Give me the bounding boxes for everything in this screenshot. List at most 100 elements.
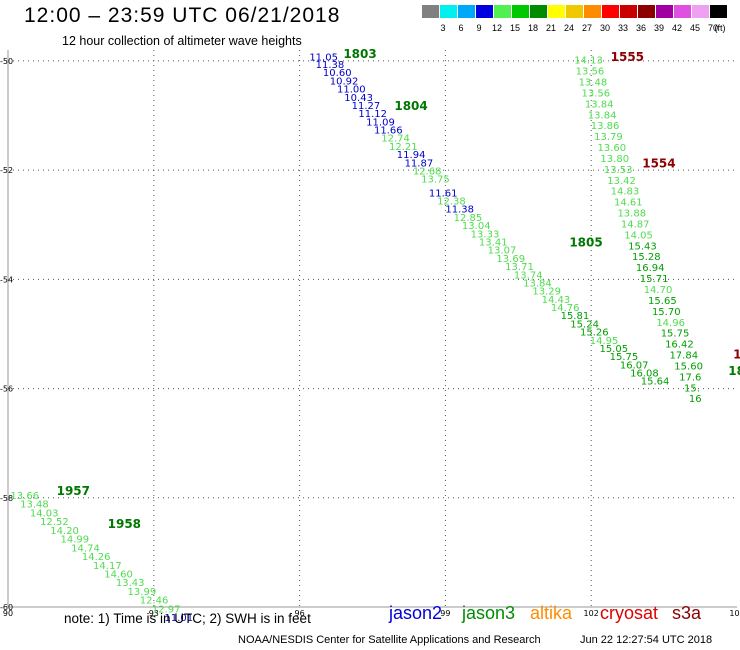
footer-credit: NOAA/NESDIS Center for Satellite Applica…	[238, 634, 541, 646]
wave-height-value: 11.61	[429, 188, 458, 199]
wave-height-value: 12.74	[381, 134, 410, 145]
wave-height-value: 11.00	[337, 85, 366, 96]
wave-height-value: 15.75	[610, 352, 639, 363]
wave-height-value: 15.81	[561, 311, 590, 322]
satellite-legend-cryosat: cryosat	[600, 603, 659, 623]
colorbar-swatch	[548, 5, 565, 18]
colorbar-label: 12	[491, 23, 502, 33]
satellite-legend-jason3: jason3	[462, 603, 516, 623]
pass-time-label: 1958	[108, 517, 141, 531]
wave-height-value: 11.05	[309, 52, 338, 63]
colorbar-label: 3	[440, 23, 446, 33]
wave-height-value: 10.60	[323, 68, 352, 79]
y-tick-label: -50	[0, 57, 13, 66]
wave-height-value: 13.84	[588, 110, 617, 121]
wave-height-value: 16	[689, 394, 702, 405]
wave-height-value: 14.17	[93, 561, 122, 572]
colorbar-swatch	[440, 5, 457, 18]
wave-height-value: 14.60	[104, 570, 133, 581]
wave-height-value: 13.07	[488, 246, 517, 257]
wave-height-value: 15.75	[661, 329, 690, 340]
wave-height-value: 13.48	[20, 500, 49, 511]
pass-time-label: 1	[733, 348, 740, 362]
wave-height-value: 13.80	[600, 154, 629, 165]
wave-height-value: 11.87	[405, 158, 434, 169]
wave-height-value: 13.48	[579, 77, 608, 88]
wave-height-value: 12.85	[454, 213, 483, 224]
colorbar-swatch	[584, 5, 601, 18]
map-frame	[7, 50, 737, 608]
colorbar-swatch	[476, 5, 493, 18]
colorbar-label: 18	[527, 23, 538, 33]
wave-height-value: 11.01	[164, 613, 193, 624]
colorbar-swatch	[620, 5, 637, 18]
wave-height-value: 13.41	[479, 237, 508, 248]
pass-time-label: 1554	[642, 156, 675, 170]
wave-height-value: 16.42	[665, 340, 694, 351]
wave-height-value: 13.84	[585, 99, 614, 110]
wave-height-value: 14.87	[621, 219, 650, 230]
pass-time-label: 1957	[57, 484, 90, 498]
wave-height-value: 16.08	[630, 369, 659, 380]
wave-height-value: 16.94	[636, 263, 665, 274]
wave-height-value: 12.52	[40, 517, 69, 528]
wave-height-value: 13.42	[607, 176, 636, 187]
wave-height-value: 13.56	[576, 67, 605, 78]
x-tick-label: 96	[295, 609, 305, 618]
colorbar-swatch	[692, 5, 709, 18]
pass-time-label: 1804	[394, 99, 427, 113]
wave-height-value: 17.6	[679, 372, 701, 383]
x-tick-label: 102	[584, 609, 599, 618]
y-tick-label: -52	[0, 166, 13, 175]
x-tick-label: 93	[149, 609, 159, 618]
y-tick-label: -60	[0, 603, 13, 612]
colorbar-label: 30	[599, 23, 610, 33]
wave-height-value: 16.07	[620, 360, 649, 371]
x-tick-label: 105	[729, 609, 740, 618]
wave-height-value: 15.26	[580, 328, 609, 339]
wave-height-value: 12.21	[389, 142, 418, 153]
footer-timestamp: Jun 22 12:27:54 UTC 2018	[580, 634, 713, 646]
satellite-legend-s3a: s3a	[672, 603, 702, 623]
wave-height-value: 13.99	[128, 587, 157, 598]
colorbar-label: 45	[689, 23, 700, 33]
wave-height-value: 13.69	[496, 254, 525, 265]
wave-height-value: 13.60	[598, 143, 627, 154]
wave-height-value: 14.03	[30, 508, 59, 519]
wave-height-value: 13.84	[523, 278, 552, 289]
wave-height-value: 12.38	[437, 197, 466, 208]
wave-height-value: 15.60	[674, 361, 703, 372]
colorbar-swatch	[494, 5, 511, 18]
wave-height-value: 13.43	[116, 578, 145, 589]
wave-height-value: 14.99	[60, 535, 89, 546]
wave-height-value: 14.83	[611, 187, 640, 198]
altimeter-track: 13.6613.4814.0312.5214.2014.9914.7414.26…	[10, 484, 193, 624]
altimeter-track: 14.1313.5613.4813.5613.8413.8413.8613.79…	[574, 50, 703, 405]
colorbar-swatch	[710, 5, 727, 18]
wave-height-value: 15.05	[599, 344, 628, 355]
wave-height-value: 14.76	[551, 303, 580, 314]
wave-height-value: 14.70	[644, 285, 673, 296]
satellite-legend-altika: altika	[530, 603, 573, 623]
wave-height-value: 14.95	[590, 336, 619, 347]
altimeter-tracks: 11.0511.3810.6010.9211.0010.4311.2711.12…	[10, 47, 740, 624]
colorbar-label: 39	[653, 23, 664, 33]
wave-height-value: 14.96	[656, 318, 685, 329]
wave-height-value: 13.74	[514, 270, 543, 281]
axis-ticks: 90 93 96 99 102 105 -50 -52 -54 -56 -58 -60	[0, 57, 740, 618]
y-tick-label: -54	[0, 275, 13, 284]
wave-height-value: 14.26	[82, 552, 111, 563]
colorbar-label: 24	[563, 23, 574, 33]
wave-height-value: 14.13	[574, 56, 603, 67]
wave-height-value: 15.43	[628, 241, 657, 252]
x-tick-label: 99	[440, 609, 450, 618]
wave-height-value: 13.88	[617, 209, 646, 220]
wave-height-value: 10.92	[330, 76, 359, 87]
colorbar-label: 27	[581, 23, 592, 33]
wave-height-value: 13.71	[505, 262, 534, 273]
pass-time-label: 18	[728, 364, 740, 378]
y-tick-label: -58	[0, 494, 13, 503]
wave-height-value: 13.56	[581, 88, 610, 99]
wave-height-value: 14.43	[542, 295, 571, 306]
